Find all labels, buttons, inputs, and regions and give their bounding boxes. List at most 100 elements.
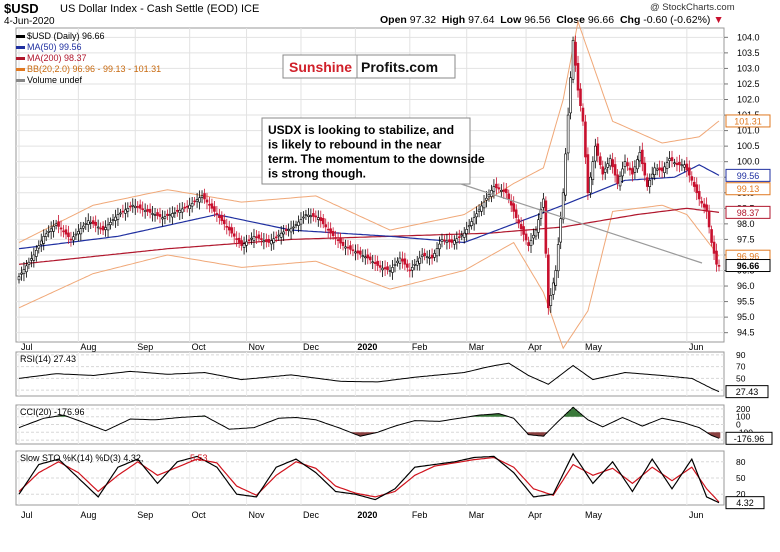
candle-body [641,149,644,165]
candle-body [235,238,238,240]
month-label-top: Jul [21,342,33,352]
candle-body [579,88,582,107]
rsi-title: RSI(14) 27.43 [20,354,76,364]
watermark-part1: Sunshine [289,59,352,75]
candle-body [218,215,221,218]
ma50-line [18,164,720,250]
candle-body [203,193,206,200]
legend-item: Volume undef [16,75,161,86]
high-label: High [441,14,466,26]
candle-body [554,270,558,286]
candle-body [675,162,679,166]
candle-body [601,166,605,175]
candle-body [574,41,577,66]
candle-body [344,246,347,249]
candle-body [282,231,285,235]
open-label: Open [380,14,407,26]
month-label-bottom: Feb [412,510,428,520]
candle-body [500,189,503,192]
candle-body [265,239,268,242]
cci-axis-label: 100 [736,412,750,422]
candle-body [660,167,664,172]
candle-body [393,263,397,266]
candle-body [25,265,28,273]
candle-body [35,249,38,257]
candle-body [82,225,85,229]
annotation-pointer [460,183,703,264]
candle-body [512,203,515,212]
candle-body [54,223,58,226]
legend-swatch [16,57,25,60]
candle-body [717,265,721,267]
price-panel-frame [15,27,725,343]
cci-axis-label: 200 [736,404,750,414]
price-axis-label: 100.0 [737,157,760,167]
month-label-bottom: May [585,510,603,520]
candle-body [213,206,216,212]
month-label-top: Aug [80,342,96,352]
candle-body [589,176,592,194]
candle-body [17,276,21,281]
candle-body [388,270,392,272]
candle-body [621,168,624,177]
candle-body [168,214,172,216]
candle-body [269,240,273,245]
candle-body [665,162,669,169]
candle-body [297,221,300,226]
candle-body [443,239,446,242]
candle-body [124,209,127,214]
candle-body [245,241,248,246]
candle-body [670,157,674,161]
stoch-axis-label: 20 [736,489,746,499]
stoch-d-value: 5.53 [190,453,208,463]
copyright[interactable]: @ StockCharts.com [650,2,735,13]
candle-body [435,248,439,257]
candle-body [277,234,281,237]
candle-body [519,224,523,230]
stoch-k-line [18,452,720,504]
candle-body [700,200,703,204]
price-axis-label: 95.5 [737,297,755,307]
candle-body [309,215,313,218]
chg-value: -0.60 (-0.62%) [643,14,711,26]
candle-body [551,282,555,295]
candle-body [455,238,459,243]
candle-body [658,167,661,171]
candle-body [705,204,708,212]
candle-body [460,234,464,237]
candle-body [396,260,399,264]
candle-body [195,199,199,202]
candle-body [673,162,676,165]
candle-body [376,260,379,266]
candle-body [284,229,288,232]
rsi-axis-label: 70 [736,362,746,372]
candle-body [559,218,562,243]
candle-body [710,229,713,243]
candle-body [146,209,149,212]
candle-body [406,263,409,268]
candle-body [44,233,48,237]
price-axis-label: 94.5 [737,328,755,338]
close-value: 96.66 [587,14,615,26]
price-tag-label: 96.96 [737,252,760,262]
stoch-title: Slow STO %K(14) %D(3) 4.32, [20,453,143,463]
month-label-bottom: Jul [21,510,33,520]
candle-body [688,167,691,176]
low-label: Low [500,14,522,26]
candle-body [176,209,179,212]
candle-body [663,166,666,173]
candle-body [349,245,352,250]
price-axis-label: 95.0 [737,312,755,322]
candle-body [114,216,117,221]
ohlc-summary: Open 97.32 High 97.64 Low 96.56 Close 96… [380,14,724,26]
candle-body [302,216,305,219]
candle-body [598,156,602,166]
cci-title: CCI(20) -176.96 [20,407,85,417]
chart-date: 4-Jun-2020 [4,16,55,27]
candle-body [116,214,120,220]
candle-body [423,252,426,257]
candle-body [49,228,53,232]
candle-body [626,162,629,167]
candle-body [336,239,340,241]
annotation-text-line: USDX is looking to stabilize, and [268,123,454,137]
